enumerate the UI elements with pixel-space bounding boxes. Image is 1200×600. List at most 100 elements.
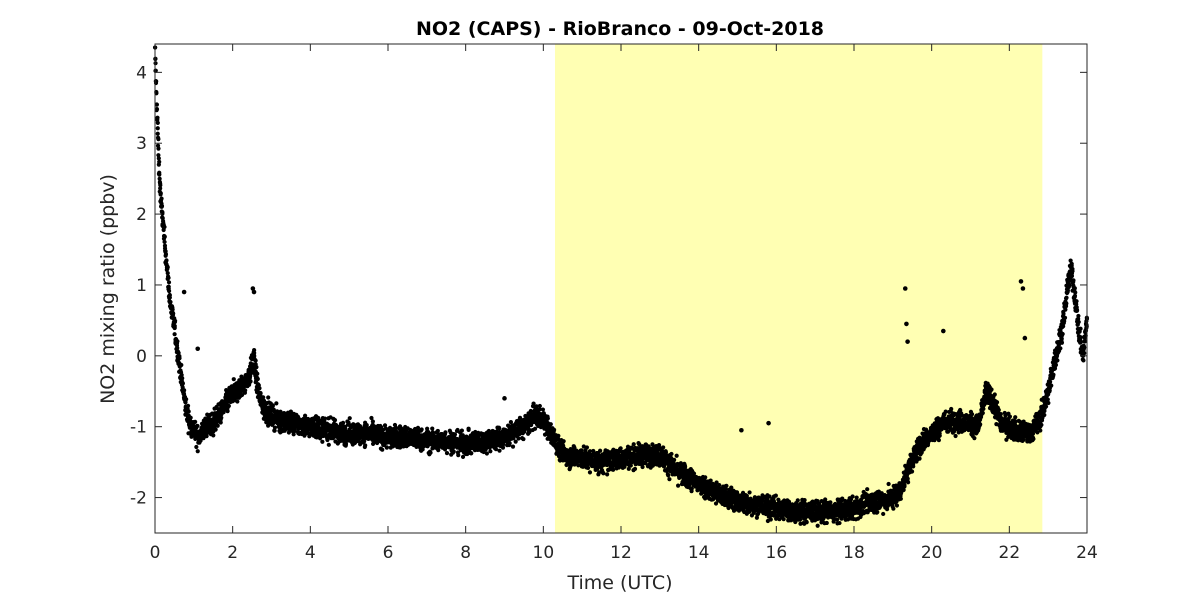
data-point [179, 372, 184, 378]
data-point [257, 386, 262, 391]
data-point [768, 517, 773, 522]
data-point [168, 299, 173, 305]
data-point [587, 470, 593, 475]
data-point [364, 423, 369, 428]
data-point [532, 426, 538, 431]
data-point [802, 498, 807, 503]
data-point [195, 423, 200, 429]
data-point [343, 441, 349, 447]
data-point [176, 350, 181, 356]
data-point [456, 452, 461, 458]
data-point [204, 433, 209, 439]
data-point [231, 377, 236, 382]
data-point [435, 428, 440, 434]
data-point [156, 146, 161, 151]
data-point [370, 419, 375, 424]
data-point [165, 265, 170, 270]
data-point [804, 520, 809, 525]
data-point [363, 443, 368, 448]
data-point [631, 442, 636, 447]
data-point [154, 107, 160, 112]
data-point [177, 356, 182, 361]
data-point [451, 449, 456, 454]
data-point [291, 432, 296, 437]
data-point [443, 430, 448, 435]
data-point [157, 159, 162, 164]
data-point [164, 258, 169, 263]
data-point [292, 427, 297, 433]
data-point [428, 450, 433, 455]
data-point [393, 425, 398, 430]
data-point [601, 471, 606, 476]
data-point [548, 422, 553, 427]
data-point [747, 490, 752, 495]
data-point [837, 520, 842, 526]
data-point [153, 61, 158, 66]
data-point [218, 420, 223, 425]
data-point [188, 415, 193, 420]
data-point [320, 439, 325, 444]
data-point [724, 483, 729, 488]
data-point [180, 381, 185, 386]
data-point [521, 436, 526, 442]
data-point [215, 423, 220, 428]
data-point [516, 436, 521, 441]
data-point [669, 451, 674, 457]
data-point [605, 472, 610, 477]
data-point [156, 137, 161, 142]
data-point [556, 433, 561, 438]
data-point [253, 358, 258, 363]
data-point [326, 442, 331, 447]
data-point [255, 371, 260, 376]
data-point [166, 275, 171, 281]
data-point [167, 292, 172, 298]
data-point [466, 426, 471, 431]
data-point [155, 131, 160, 136]
data-point [507, 441, 512, 446]
data-point [172, 332, 177, 337]
data-point [815, 523, 820, 528]
data-point [194, 444, 199, 450]
data-point [175, 339, 180, 344]
data-point [288, 409, 293, 414]
data-point [158, 183, 163, 188]
data-point [640, 464, 645, 470]
data-point [255, 376, 260, 382]
data-point [258, 390, 263, 396]
data-point [235, 399, 240, 404]
data-point [552, 427, 557, 433]
data-point [667, 477, 672, 482]
data-point [163, 252, 169, 257]
data-point [302, 413, 308, 418]
data-point [488, 449, 493, 454]
data-point [380, 447, 385, 452]
data-point [469, 451, 474, 456]
data-point [158, 191, 163, 196]
data-point [239, 392, 245, 398]
data-point [156, 153, 161, 158]
data-point [854, 495, 859, 500]
data-point [211, 433, 216, 438]
data-point [162, 234, 167, 239]
data-point [186, 409, 191, 414]
data-point [243, 388, 248, 393]
data-point [166, 280, 172, 285]
data-point [384, 445, 389, 450]
data-point [828, 500, 833, 505]
data-point [261, 395, 266, 400]
data-point [717, 482, 722, 488]
data-point [252, 350, 257, 356]
data-point [185, 403, 191, 408]
data-point [165, 271, 170, 276]
data-point [179, 362, 184, 368]
data-point [162, 224, 167, 230]
data-point [254, 365, 259, 370]
data-point [180, 376, 185, 381]
data-point [272, 425, 278, 430]
data-point [444, 450, 450, 456]
data-point [347, 416, 352, 421]
data-point [824, 520, 829, 526]
data-point [362, 439, 367, 444]
data-point [154, 102, 159, 107]
data-point [159, 196, 164, 201]
